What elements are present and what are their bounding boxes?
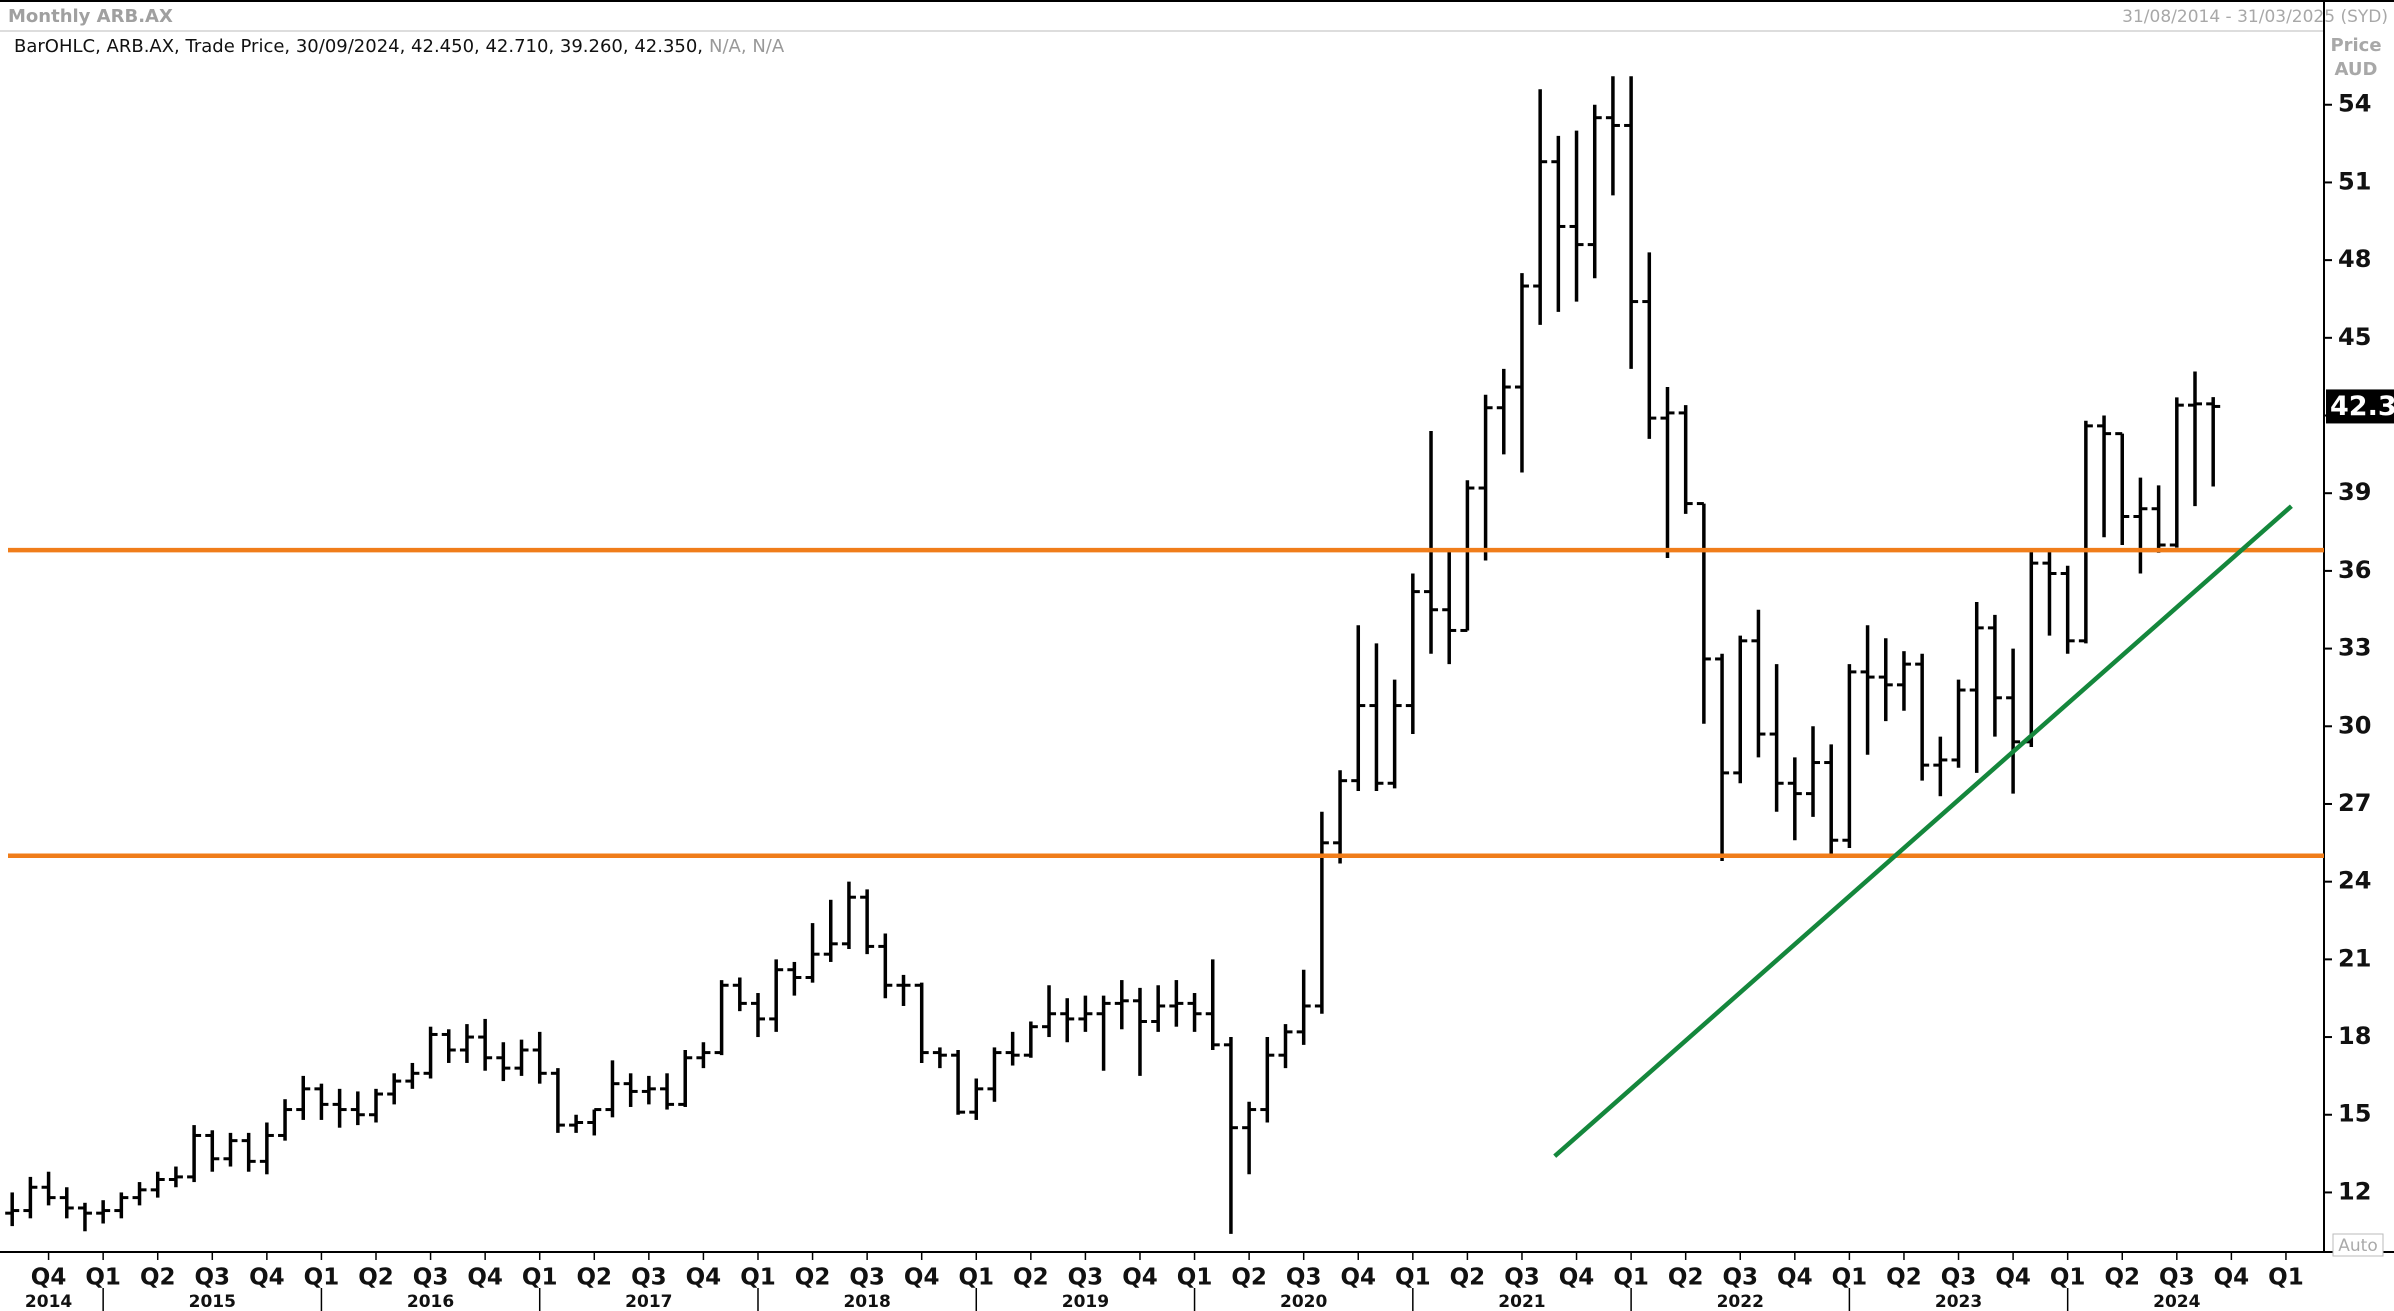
axis-label: AUD: [2335, 59, 2378, 80]
x-tick-label: Q1: [2268, 1265, 2304, 1291]
x-tick-label: Q4: [686, 1265, 722, 1291]
year-label: 2014: [25, 1292, 72, 1311]
x-tick-label: Q3: [1286, 1265, 1322, 1291]
last-price-tag: [2326, 389, 2394, 424]
y-tick-label: 24: [2338, 867, 2371, 895]
year-label: 2022: [1717, 1292, 1764, 1311]
x-tick-label: Q3: [849, 1265, 885, 1291]
y-tick-label: 18: [2338, 1022, 2371, 1050]
year-label: 2018: [843, 1292, 890, 1311]
x-tick-label: Q1: [1395, 1265, 1431, 1291]
x-tick-label: Q3: [631, 1265, 667, 1291]
x-tick-label: Q1: [1613, 1265, 1649, 1291]
x-tick-label: Q4: [904, 1265, 940, 1291]
x-tick-label: Q2: [2104, 1265, 2140, 1291]
auto-button-label[interactable]: Auto: [2338, 1236, 2377, 1256]
trend-line: [1553, 504, 2293, 1158]
date-range: 31/08/2014 - 31/03/2025 (SYD): [2122, 7, 2388, 27]
x-tick-label: Q1: [740, 1265, 776, 1291]
x-tick-label: Q4: [1122, 1265, 1158, 1291]
y-tick-label: 33: [2338, 634, 2371, 662]
year-label: 2021: [1498, 1292, 1545, 1311]
x-tick-label: Q2: [358, 1265, 394, 1291]
x-tick-label: Q3: [195, 1265, 231, 1291]
x-tick-label: Q2: [576, 1265, 612, 1291]
last-price-label: 42.35: [2330, 391, 2394, 422]
x-tick-label: Q3: [1941, 1265, 1977, 1291]
year-label: 2019: [1062, 1292, 1109, 1311]
y-tick-label: 39: [2338, 478, 2371, 506]
x-tick-label: Q3: [1504, 1265, 1540, 1291]
x-tick-label: Q2: [1668, 1265, 1704, 1291]
year-label: 2015: [189, 1292, 236, 1311]
auto-button[interactable]: [2332, 1233, 2384, 1257]
x-tick-label: Q1: [522, 1265, 558, 1291]
x-tick-label: Q4: [1995, 1265, 2031, 1291]
y-tick-label: 30: [2338, 711, 2371, 739]
x-tick-label: Q4: [1559, 1265, 1595, 1291]
y-tick-label: 54: [2338, 90, 2371, 118]
x-tick-label: Q1: [304, 1265, 340, 1291]
x-tick-label: Q4: [249, 1265, 285, 1291]
legend-values: BarOHLC, ARB.AX, Trade Price, 30/09/2024…: [14, 36, 703, 57]
x-tick-label: Q2: [140, 1265, 176, 1291]
chart-title: Monthly ARB.AX: [8, 6, 173, 27]
legend-text: BarOHLC, ARB.AX, Trade Price, 30/09/2024…: [14, 36, 785, 57]
x-tick-label: Q4: [2214, 1265, 2250, 1291]
x-tick-label: Q1: [85, 1265, 121, 1291]
x-tick-label: Q1: [1177, 1265, 1213, 1291]
y-tick-label: 27: [2338, 789, 2371, 817]
y-tick-label: 48: [2338, 245, 2371, 273]
x-tick-label: Q3: [1068, 1265, 1104, 1291]
x-tick-label: Q4: [1777, 1265, 1813, 1291]
x-tick-label: Q2: [795, 1265, 831, 1291]
x-tick-label: Q1: [1832, 1265, 1868, 1291]
y-tick-label: 12: [2338, 1177, 2371, 1205]
y-tick-label: 36: [2338, 556, 2371, 584]
plot-area: [5, 76, 2221, 1234]
year-label: 2020: [1280, 1292, 1327, 1311]
year-label: 2024: [2153, 1292, 2200, 1311]
x-tick-label: Q1: [958, 1265, 994, 1291]
x-tick-label: Q3: [1722, 1265, 1758, 1291]
x-tick-label: Q4: [31, 1265, 67, 1291]
axis-label: Price: [2330, 35, 2381, 56]
x-tick-label: Q3: [413, 1265, 449, 1291]
x-tick-label: Q3: [2159, 1265, 2195, 1291]
y-tick-label: 51: [2338, 167, 2371, 195]
y-tick-label: 21: [2338, 944, 2371, 972]
x-tick-label: Q2: [1450, 1265, 1486, 1291]
x-tick-label: Q4: [467, 1265, 503, 1291]
year-label: 2017: [625, 1292, 672, 1311]
y-tick-label: 45: [2338, 323, 2371, 351]
x-tick-label: Q2: [1013, 1265, 1049, 1291]
x-tick-label: Q4: [1340, 1265, 1376, 1291]
year-label: 2023: [1935, 1292, 1982, 1311]
y-tick-label: 15: [2338, 1100, 2371, 1128]
year-label: 2016: [407, 1292, 454, 1311]
x-tick-label: Q2: [1231, 1265, 1267, 1291]
legend-na: N/A, N/A: [709, 36, 785, 57]
x-tick-label: Q2: [1886, 1265, 1922, 1291]
x-tick-label: Q1: [2050, 1265, 2086, 1291]
